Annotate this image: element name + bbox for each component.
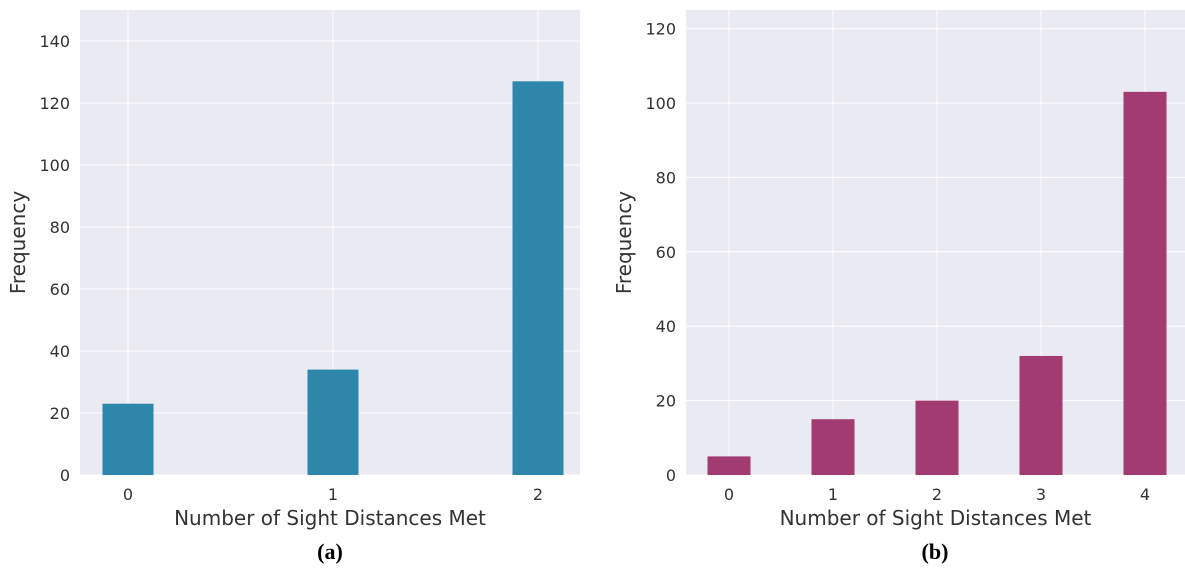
y-tick-labels: 0 20 40 60 80 100 120 xyxy=(645,20,676,485)
x-axis-label: Number of Sight Distances Met xyxy=(780,506,1092,530)
y-tick-label: 140 xyxy=(39,32,70,51)
y-tick-label: 120 xyxy=(645,20,676,39)
chart-panel-a: 0 20 40 60 80 100 120 140 0 1 2 Number of Sight D… xyxy=(6,10,580,564)
chart-panel-b: 0 20 40 60 80 100 120 0 1 2 3 4 Number of Sight Di… xyxy=(612,10,1185,564)
bar-1 xyxy=(811,419,855,475)
bar-1 xyxy=(307,369,359,475)
bar-0 xyxy=(102,403,154,475)
y-axis-label: Frequency xyxy=(612,191,636,294)
x-tick-label: 2 xyxy=(533,485,543,504)
x-tick-labels: 0 1 2 3 4 xyxy=(724,485,1150,504)
plot-background xyxy=(686,10,1185,475)
y-tick-labels: 0 20 40 60 80 100 120 140 xyxy=(39,32,70,485)
bars xyxy=(102,81,564,476)
y-tick-label: 100 xyxy=(39,156,70,175)
y-tick-label: 80 xyxy=(656,168,676,187)
panel-caption: (a) xyxy=(317,539,343,564)
x-tick-label: 0 xyxy=(724,485,734,504)
y-tick-label: 0 xyxy=(666,466,676,485)
y-tick-label: 20 xyxy=(50,404,70,423)
bar-0 xyxy=(707,456,751,475)
x-tick-label: 3 xyxy=(1036,485,1046,504)
panel-caption: (b) xyxy=(922,539,949,564)
bar-3 xyxy=(1019,355,1063,475)
y-tick-label: 100 xyxy=(645,94,676,113)
bar-2 xyxy=(915,400,959,475)
y-tick-label: 60 xyxy=(656,243,676,262)
y-tick-label: 20 xyxy=(656,392,676,411)
y-tick-label: 0 xyxy=(60,466,70,485)
x-tick-label: 1 xyxy=(828,485,838,504)
y-tick-label: 40 xyxy=(50,342,70,361)
y-axis-label: Frequency xyxy=(6,191,30,294)
x-tick-label: 2 xyxy=(932,485,942,504)
bar-2 xyxy=(512,81,564,476)
x-tick-labels: 0 1 2 xyxy=(123,485,543,504)
bar-4 xyxy=(1123,91,1167,475)
y-tick-label: 60 xyxy=(50,280,70,299)
x-tick-label: 1 xyxy=(328,485,338,504)
x-axis-label: Number of Sight Distances Met xyxy=(174,506,486,530)
y-tick-label: 80 xyxy=(50,218,70,237)
x-tick-label: 4 xyxy=(1140,485,1150,504)
x-tick-label: 0 xyxy=(123,485,133,504)
bars xyxy=(707,91,1167,475)
y-tick-label: 40 xyxy=(656,317,676,336)
y-tick-label: 120 xyxy=(39,94,70,113)
